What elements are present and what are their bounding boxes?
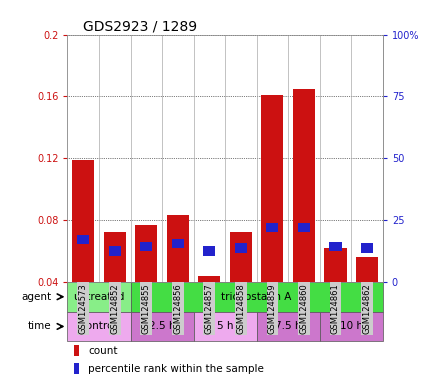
Bar [261, 95, 283, 282]
Bar [103, 232, 125, 282]
Bar [166, 215, 188, 282]
Text: 7.5 h: 7.5 h [274, 321, 301, 331]
Text: percentile rank within the sample: percentile rank within the sample [88, 364, 263, 374]
Bar [198, 276, 220, 282]
Bar [130, 311, 193, 341]
Bar [135, 225, 157, 282]
Text: control: control [81, 321, 117, 331]
Text: count: count [88, 346, 117, 356]
Text: trichostatin A: trichostatin A [221, 292, 291, 302]
Bar [74, 363, 79, 374]
Bar [256, 311, 319, 341]
Bar [297, 223, 309, 232]
Bar [72, 160, 94, 282]
Bar [355, 257, 377, 282]
Text: agent: agent [21, 292, 52, 302]
Bar [171, 238, 184, 248]
Bar [234, 243, 247, 253]
Bar [140, 242, 152, 251]
Bar [74, 345, 79, 356]
Text: GDS2923 / 1289: GDS2923 / 1289 [83, 20, 197, 33]
Bar [67, 311, 130, 341]
Text: 5 h: 5 h [217, 321, 233, 331]
Bar [319, 311, 382, 341]
Bar [203, 247, 215, 256]
Bar [292, 89, 314, 282]
Bar [360, 243, 372, 253]
Text: time: time [28, 321, 52, 331]
Text: 10 h: 10 h [339, 321, 362, 331]
Bar [130, 282, 382, 311]
Bar [229, 232, 251, 282]
Bar [329, 242, 341, 251]
Bar [77, 235, 89, 244]
Bar [266, 223, 278, 232]
Text: untreated: untreated [73, 292, 125, 302]
Bar [193, 311, 256, 341]
Bar [324, 248, 346, 282]
Text: 2.5 h: 2.5 h [148, 321, 175, 331]
Bar [67, 282, 130, 311]
Bar [108, 247, 121, 256]
